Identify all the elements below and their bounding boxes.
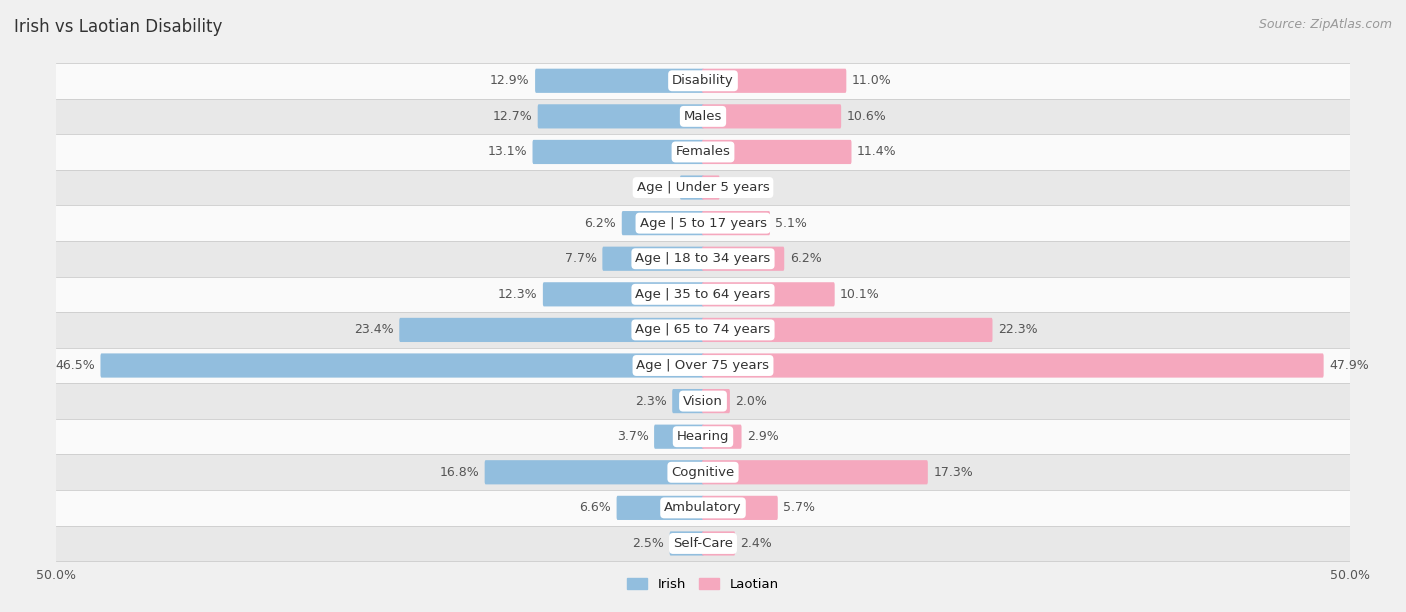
FancyBboxPatch shape [702, 389, 730, 413]
FancyBboxPatch shape [533, 140, 704, 164]
Text: Cognitive: Cognitive [672, 466, 734, 479]
FancyBboxPatch shape [537, 104, 704, 129]
FancyBboxPatch shape [702, 247, 785, 271]
Text: 12.7%: 12.7% [492, 110, 533, 123]
FancyBboxPatch shape [100, 353, 704, 378]
FancyBboxPatch shape [399, 318, 704, 342]
FancyBboxPatch shape [617, 496, 704, 520]
FancyBboxPatch shape [702, 425, 741, 449]
FancyBboxPatch shape [56, 170, 1350, 206]
Text: 2.9%: 2.9% [747, 430, 779, 443]
Text: Irish vs Laotian Disability: Irish vs Laotian Disability [14, 18, 222, 36]
Text: 3.7%: 3.7% [617, 430, 648, 443]
FancyBboxPatch shape [702, 104, 841, 129]
FancyBboxPatch shape [56, 99, 1350, 134]
Text: Age | Over 75 years: Age | Over 75 years [637, 359, 769, 372]
Text: Age | 18 to 34 years: Age | 18 to 34 years [636, 252, 770, 265]
Text: Age | 65 to 74 years: Age | 65 to 74 years [636, 323, 770, 337]
Text: Age | 5 to 17 years: Age | 5 to 17 years [640, 217, 766, 230]
FancyBboxPatch shape [543, 282, 704, 307]
Text: 11.4%: 11.4% [856, 146, 897, 159]
Text: Self-Care: Self-Care [673, 537, 733, 550]
Text: 47.9%: 47.9% [1329, 359, 1369, 372]
Text: 6.6%: 6.6% [579, 501, 612, 514]
FancyBboxPatch shape [56, 206, 1350, 241]
FancyBboxPatch shape [702, 496, 778, 520]
FancyBboxPatch shape [485, 460, 704, 484]
FancyBboxPatch shape [702, 140, 852, 164]
Text: 17.3%: 17.3% [934, 466, 973, 479]
FancyBboxPatch shape [56, 490, 1350, 526]
FancyBboxPatch shape [56, 383, 1350, 419]
FancyBboxPatch shape [702, 282, 835, 307]
FancyBboxPatch shape [536, 69, 704, 93]
FancyBboxPatch shape [621, 211, 704, 235]
Text: 2.0%: 2.0% [735, 395, 768, 408]
Text: Disability: Disability [672, 74, 734, 88]
Text: 6.2%: 6.2% [585, 217, 616, 230]
FancyBboxPatch shape [672, 389, 704, 413]
FancyBboxPatch shape [56, 419, 1350, 455]
FancyBboxPatch shape [702, 176, 720, 200]
Text: 11.0%: 11.0% [852, 74, 891, 88]
FancyBboxPatch shape [602, 247, 704, 271]
FancyBboxPatch shape [702, 460, 928, 484]
FancyBboxPatch shape [56, 241, 1350, 277]
Text: 1.7%: 1.7% [643, 181, 675, 194]
Text: Source: ZipAtlas.com: Source: ZipAtlas.com [1258, 18, 1392, 31]
FancyBboxPatch shape [56, 63, 1350, 99]
Text: Age | 35 to 64 years: Age | 35 to 64 years [636, 288, 770, 301]
Text: 12.3%: 12.3% [498, 288, 537, 301]
FancyBboxPatch shape [669, 531, 704, 556]
Text: 10.6%: 10.6% [846, 110, 886, 123]
FancyBboxPatch shape [56, 312, 1350, 348]
Text: 6.2%: 6.2% [790, 252, 821, 265]
FancyBboxPatch shape [56, 526, 1350, 561]
Text: 10.1%: 10.1% [841, 288, 880, 301]
Text: 46.5%: 46.5% [55, 359, 96, 372]
Text: 23.4%: 23.4% [354, 323, 394, 337]
FancyBboxPatch shape [56, 134, 1350, 170]
Text: 13.1%: 13.1% [488, 146, 527, 159]
Text: 7.7%: 7.7% [565, 252, 598, 265]
Text: Hearing: Hearing [676, 430, 730, 443]
Text: 2.4%: 2.4% [741, 537, 772, 550]
Text: Age | Under 5 years: Age | Under 5 years [637, 181, 769, 194]
Text: 5.7%: 5.7% [783, 501, 815, 514]
FancyBboxPatch shape [654, 425, 704, 449]
FancyBboxPatch shape [56, 455, 1350, 490]
Text: 12.9%: 12.9% [491, 74, 530, 88]
FancyBboxPatch shape [681, 176, 704, 200]
FancyBboxPatch shape [56, 277, 1350, 312]
Text: 5.1%: 5.1% [776, 217, 807, 230]
FancyBboxPatch shape [702, 531, 735, 556]
Legend: Irish, Laotian: Irish, Laotian [621, 573, 785, 597]
Text: Males: Males [683, 110, 723, 123]
Text: 2.5%: 2.5% [633, 537, 664, 550]
Text: 16.8%: 16.8% [440, 466, 479, 479]
Text: 22.3%: 22.3% [998, 323, 1038, 337]
Text: 1.2%: 1.2% [725, 181, 756, 194]
FancyBboxPatch shape [702, 318, 993, 342]
FancyBboxPatch shape [702, 211, 770, 235]
Text: 2.3%: 2.3% [636, 395, 666, 408]
FancyBboxPatch shape [702, 69, 846, 93]
Text: Females: Females [675, 146, 731, 159]
FancyBboxPatch shape [702, 353, 1323, 378]
Text: Vision: Vision [683, 395, 723, 408]
FancyBboxPatch shape [56, 348, 1350, 383]
Text: Ambulatory: Ambulatory [664, 501, 742, 514]
